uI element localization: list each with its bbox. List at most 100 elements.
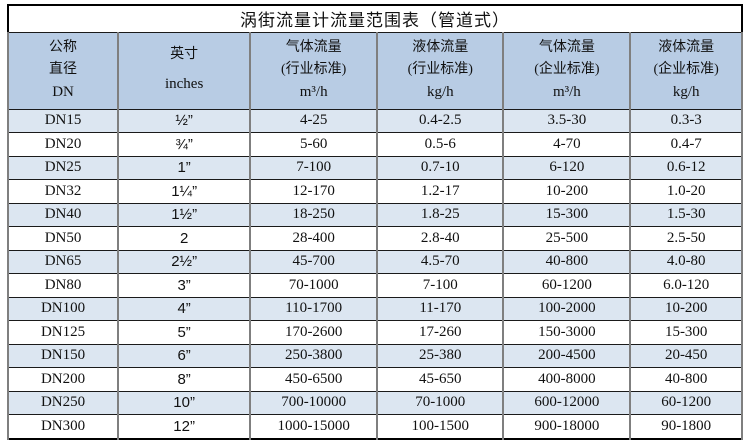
cell-dn20-gas-flow-enterprise: 4-70 [502,132,632,157]
cell-dn200-liquid-flow-industry: 45-650 [376,367,505,392]
cell-dn80-liquid-flow-enterprise: 6.0-120 [629,273,743,298]
cell-dn50-liquid-flow-industry: 2.8-40 [376,226,505,251]
cell-dn25-liquid-flow-enterprise: 0.6-12 [629,155,743,181]
cell-dn50-inches: 2 [117,226,252,251]
cell-dn250-inches: 10” [117,390,252,416]
column-header-lines: 气体流量 (企业标准) m³/h [504,35,629,107]
cell-dn32-inches: 1¼” [117,179,252,204]
cell-dn150-gas-flow-enterprise: 200-4500 [502,343,632,369]
column-header-inches: 英寸 inches [117,31,252,110]
header-line: (企业标准) [653,61,719,77]
table-row-dn50: DN50 2 28-400 2.8-40 25-500 2.5-50 [6,226,743,251]
cell-dn65-liquid-flow-enterprise: 4.0-80 [629,249,743,275]
cell-dn20-liquid-flow-enterprise: 0.4-7 [629,132,743,157]
cell-dn250-gas-flow-industry: 700-10000 [249,390,379,416]
cell-dn32-nominal-diameter: DN32 [6,179,120,204]
cell-dn100-inches: 4” [117,296,252,322]
cell-dn65-gas-flow-industry: 45-700 [249,249,379,275]
cell-dn40-gas-flow-industry: 18-250 [249,202,379,228]
cell-dn50-gas-flow-enterprise: 25-500 [502,226,632,251]
cell-dn150-liquid-flow-enterprise: 20-450 [629,343,743,369]
table-row-dn40: DN40 1½” 18-250 1.8-25 15-300 1.5-30 [6,202,743,228]
cell-dn65-gas-flow-enterprise: 40-800 [502,249,632,275]
cell-dn200-inches: 8” [117,367,252,392]
cell-dn200-gas-flow-enterprise: 400-8000 [502,367,632,392]
cell-dn200-liquid-flow-enterprise: 40-800 [629,367,743,392]
cell-dn15-inches: ½” [117,108,252,134]
column-header-lines: 英寸 inches [119,35,249,107]
cell-dn125-nominal-diameter: DN125 [6,320,120,345]
column-header-liquid-flow-enterprise: 液体流量 (企业标准) kg/h [629,31,743,110]
table-row-dn100: DN100 4” 110-1700 11-170 100-2000 10-200 [6,296,743,322]
cell-dn150-liquid-flow-industry: 25-380 [376,343,505,369]
cell-dn125-gas-flow-enterprise: 150-3000 [502,320,632,345]
flow-range-table: 涡街流量计流量范围表（管道式） 公称 直径 DN 英寸 inches 气体流量 (行业标准)… [6,4,743,440]
cell-dn20-nominal-diameter: DN20 [6,132,120,157]
cell-dn100-nominal-diameter: DN100 [6,296,120,322]
cell-dn250-nominal-diameter: DN250 [6,390,120,416]
cell-dn125-liquid-flow-industry: 17-260 [376,320,505,345]
cell-dn65-inches: 2½” [117,249,252,275]
table-row-dn20: DN20 ¾” 5-60 0.5-6 4-70 0.4-7 [6,132,743,157]
header-line: 英寸 [170,47,199,63]
cell-dn20-inches: ¾” [117,132,252,157]
cell-dn50-liquid-flow-enterprise: 2.5-50 [629,226,743,251]
cell-dn100-liquid-flow-enterprise: 10-200 [629,296,743,322]
cell-dn32-liquid-flow-industry: 1.2-17 [376,179,505,204]
cell-dn200-gas-flow-industry: 450-6500 [249,367,379,392]
cell-dn25-inches: 1” [117,155,252,181]
header-line: 直径 [49,61,78,77]
cell-dn40-nominal-diameter: DN40 [6,202,120,228]
table-row-dn125: DN125 5” 170-2600 17-260 150-3000 15-300 [6,320,743,345]
cell-dn40-inches: 1½” [117,202,252,228]
cell-dn20-liquid-flow-industry: 0.5-6 [376,132,505,157]
cell-dn300-nominal-diameter: DN300 [6,414,120,440]
cell-dn15-nominal-diameter: DN15 [6,108,120,134]
table-body: DN15 ½” 4-25 0.4-2.5 3.5-30 0.3-3 DN20 ¾” 5-60 0.… [6,108,743,440]
cell-dn40-gas-flow-enterprise: 15-300 [502,202,632,228]
header-line: kg/h [672,83,700,100]
cell-dn300-gas-flow-enterprise: 900-18000 [502,414,632,440]
cell-dn125-liquid-flow-enterprise: 15-300 [629,320,743,345]
cell-dn65-nominal-diameter: DN65 [6,249,120,275]
header-line: (企业标准) [534,61,600,77]
table-title: 涡街流量计流量范围表（管道式） [8,5,742,33]
table-row-dn80: DN80 3” 70-1000 7-100 60-1200 6.0-120 [6,273,743,298]
cell-dn125-gas-flow-industry: 170-2600 [249,320,379,345]
cell-dn100-gas-flow-industry: 110-1700 [249,296,379,322]
table-row-dn15: DN15 ½” 4-25 0.4-2.5 3.5-30 0.3-3 [6,108,743,134]
cell-dn15-gas-flow-enterprise: 3.5-30 [502,108,632,134]
column-header-row: 公称 直径 DN 英寸 inches 气体流量 (行业标准) m³/h 液体流量 (行业标准) kg… [6,31,743,110]
column-header-lines: 公称 直径 DN [9,35,117,107]
table-row-dn300: DN300 12” 1000-15000 100-1500 900-18000 90-18… [6,414,743,440]
cell-dn25-liquid-flow-industry: 0.7-10 [376,155,505,181]
cell-dn15-gas-flow-industry: 4-25 [249,108,379,134]
header-line: inches [164,76,204,93]
cell-dn200-nominal-diameter: DN200 [6,367,120,392]
cell-dn100-liquid-flow-industry: 11-170 [376,296,505,322]
cell-dn250-gas-flow-enterprise: 600-12000 [502,390,632,416]
header-line: 气体流量 [538,40,595,56]
table-row-dn250: DN250 10” 700-10000 70-1000 600-12000 60-1200 [6,390,743,416]
cell-dn25-nominal-diameter: DN25 [6,155,120,181]
cell-dn125-inches: 5” [117,320,252,345]
cell-dn32-gas-flow-industry: 12-170 [249,179,379,204]
cell-dn40-liquid-flow-enterprise: 1.5-30 [629,202,743,228]
table-row-dn150: DN150 6” 250-3800 25-380 200-4500 20-450 [6,343,743,369]
column-header-gas-flow-enterprise: 气体流量 (企业标准) m³/h [502,31,632,110]
column-header-nominal-diameter: 公称 直径 DN [6,31,120,110]
cell-dn250-liquid-flow-industry: 70-1000 [376,390,505,416]
cell-dn250-liquid-flow-enterprise: 60-1200 [629,390,743,416]
cell-dn32-gas-flow-enterprise: 10-200 [502,179,632,204]
header-line: (行业标准) [407,61,473,77]
cell-dn100-gas-flow-enterprise: 100-2000 [502,296,632,322]
cell-dn300-liquid-flow-industry: 100-1500 [376,414,505,440]
cell-dn25-gas-flow-enterprise: 6-120 [502,155,632,181]
header-line: kg/h [426,83,454,100]
cell-dn150-nominal-diameter: DN150 [6,343,120,369]
table-row-dn200: DN200 8” 450-6500 45-650 400-8000 40-800 [6,367,743,392]
cell-dn150-gas-flow-industry: 250-3800 [249,343,379,369]
cell-dn50-gas-flow-industry: 28-400 [249,226,379,251]
cell-dn80-liquid-flow-industry: 7-100 [376,273,505,298]
